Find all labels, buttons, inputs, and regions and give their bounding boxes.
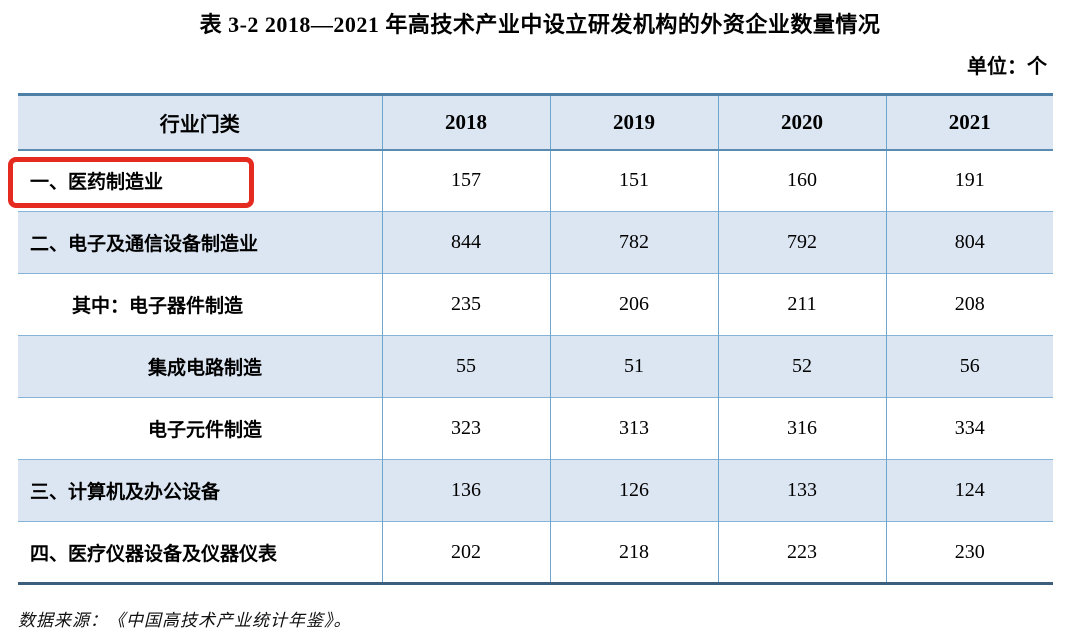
cell-value: 844 [381, 211, 550, 274]
column-header-2020: 2020 [717, 94, 886, 150]
cell-value: 313 [549, 397, 718, 460]
row-label: 二、电子及通信设备制造业 [18, 211, 382, 274]
cell-value: 804 [885, 211, 1053, 274]
cell-value: 323 [381, 397, 550, 460]
cell-value: 160 [717, 148, 886, 212]
cell-value: 202 [381, 521, 550, 584]
cell-value: 316 [717, 397, 886, 460]
column-header-industry: 行业门类 [159, 113, 240, 136]
table-row-pharma: 一、医药制造业 157 151 160 191 [18, 148, 1053, 212]
table-row-computers-office: 三、计算机及办公设备 136 126 133 124 [18, 459, 1053, 522]
row-label: 其中：电子器件制造 [18, 273, 382, 336]
row-label: 四、医疗仪器设备及仪器仪表 [18, 521, 382, 584]
cell-value: 124 [885, 459, 1053, 522]
cell-value: 136 [381, 459, 550, 522]
cell-value: 230 [885, 521, 1053, 584]
cell-value: 782 [549, 211, 718, 274]
cell-value: 51 [549, 335, 718, 398]
unit-label: 单位：个 [967, 56, 1047, 78]
cell-value: 55 [381, 335, 550, 398]
cell-value: 52 [717, 335, 886, 398]
row-label: 电子元件制造 [18, 397, 382, 460]
table-row-medical-instruments: 四、医疗仪器设备及仪器仪表 202 218 223 230 [18, 521, 1053, 584]
table-header-row: 行业门类 2018 2019 2020 2021 [18, 94, 1053, 150]
row-label: 一、医药制造业 [18, 148, 382, 212]
cell-value: 56 [885, 335, 1053, 398]
table-row-electronics-comm: 二、电子及通信设备制造业 844 782 792 804 [18, 211, 1053, 274]
cell-value: 218 [549, 521, 718, 584]
data-source-note: 数据来源：《中国高技术产业统计年鉴》。 [18, 611, 352, 631]
cell-value: 211 [717, 273, 886, 336]
cell-value: 126 [549, 459, 718, 522]
cell-value: 133 [717, 459, 886, 522]
table-row-electronic-devices: 其中：电子器件制造 235 206 211 208 [18, 273, 1053, 336]
cell-value: 235 [381, 273, 550, 336]
cell-value: 208 [885, 273, 1053, 336]
row-label: 三、计算机及办公设备 [18, 459, 382, 522]
column-header-2021: 2021 [885, 94, 1053, 150]
row-label: 集成电路制造 [18, 335, 382, 398]
column-header-2019: 2019 [549, 94, 718, 150]
table-row-integrated-circuits: 集成电路制造 55 51 52 56 [18, 335, 1053, 398]
cell-value: 223 [717, 521, 886, 584]
cell-value: 157 [381, 148, 550, 212]
cell-value: 206 [549, 273, 718, 336]
cell-value: 191 [885, 148, 1053, 212]
cell-value: 792 [717, 211, 886, 274]
statistics-table: 行业门类 2018 2019 2020 2021 一、医药制造业 157 151… [18, 93, 1053, 585]
table-row-electronic-components: 电子元件制造 323 313 316 334 [18, 397, 1053, 460]
cell-value: 151 [549, 148, 718, 212]
page-title: 表 3-2 2018—2021 年高技术产业中设立研发机构的外资企业数量情况 [199, 12, 881, 37]
cell-value: 334 [885, 397, 1053, 460]
column-header-2018: 2018 [381, 94, 550, 150]
